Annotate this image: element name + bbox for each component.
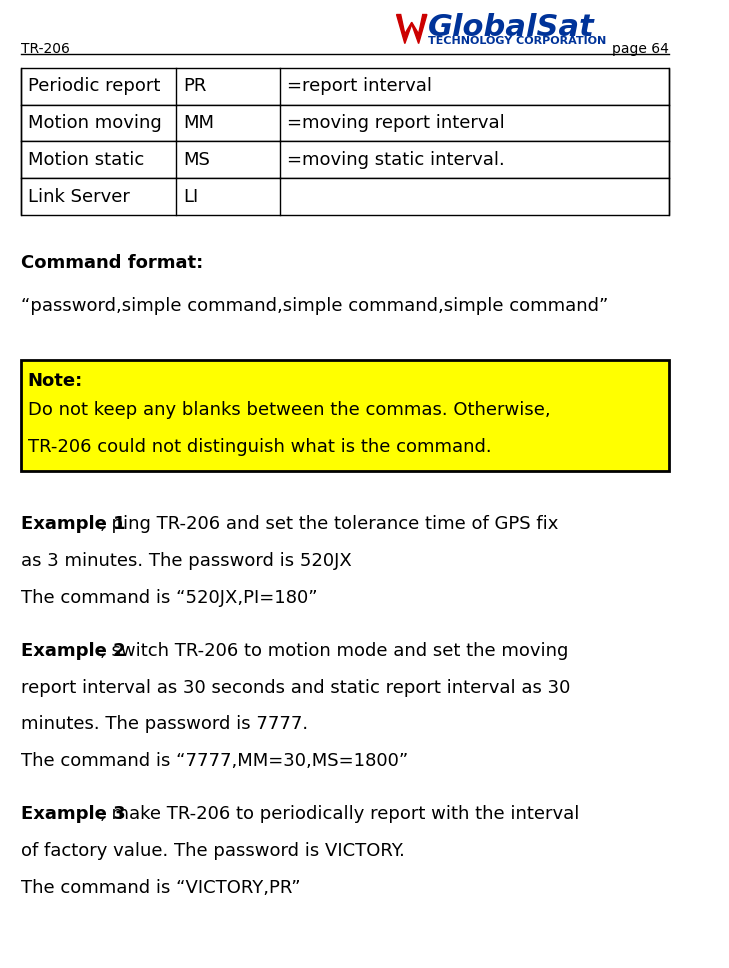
- Text: GlobalSat: GlobalSat: [428, 13, 594, 42]
- Text: The command is “7777,MM=30,MS=1800”: The command is “7777,MM=30,MS=1800”: [20, 752, 408, 771]
- Text: The command is “VICTORY,PR”: The command is “VICTORY,PR”: [20, 879, 300, 897]
- Text: =moving report interval: =moving report interval: [287, 114, 504, 132]
- Bar: [20, 141, 669, 178]
- Text: TR-206: TR-206: [20, 43, 69, 56]
- Polygon shape: [397, 15, 427, 44]
- Text: PR: PR: [183, 77, 206, 95]
- Text: MM: MM: [183, 114, 214, 132]
- Text: Motion moving: Motion moving: [28, 114, 161, 132]
- Text: report interval as 30 seconds and static report interval as 30: report interval as 30 seconds and static…: [20, 679, 570, 697]
- Text: Motion static: Motion static: [28, 151, 144, 168]
- Text: Link Server: Link Server: [28, 188, 130, 205]
- Text: TR-206 could not distinguish what is the command.: TR-206 could not distinguish what is the…: [28, 438, 491, 456]
- Text: , ping TR-206 and set the tolerance time of GPS fix: , ping TR-206 and set the tolerance time…: [100, 515, 558, 533]
- Text: MS: MS: [183, 151, 210, 168]
- Text: Periodic report: Periodic report: [28, 77, 160, 95]
- Text: Example 3: Example 3: [20, 805, 125, 824]
- Text: =report interval: =report interval: [287, 77, 432, 95]
- Text: Note:: Note:: [28, 372, 83, 390]
- Text: Example 2: Example 2: [20, 642, 125, 660]
- Text: minutes. The password is 7777.: minutes. The password is 7777.: [20, 715, 308, 734]
- Text: TECHNOLOGY CORPORATION: TECHNOLOGY CORPORATION: [428, 36, 606, 45]
- Bar: [20, 105, 669, 141]
- Text: “password,simple command,simple command,simple command”: “password,simple command,simple command,…: [20, 297, 608, 316]
- Text: Command format:: Command format:: [20, 254, 203, 272]
- Text: LI: LI: [183, 188, 198, 205]
- Text: of factory value. The password is VICTORY.: of factory value. The password is VICTOR…: [20, 842, 405, 861]
- Bar: [20, 68, 669, 105]
- Text: page 64: page 64: [612, 43, 669, 56]
- Text: =moving static interval.: =moving static interval.: [287, 151, 504, 168]
- Text: Do not keep any blanks between the commas. Otherwise,: Do not keep any blanks between the comma…: [28, 401, 550, 419]
- Bar: [20, 178, 669, 215]
- Text: The command is “520JX,PI=180”: The command is “520JX,PI=180”: [20, 589, 317, 607]
- Text: , make TR-206 to periodically report with the interval: , make TR-206 to periodically report wit…: [100, 805, 580, 824]
- Text: Example 1: Example 1: [20, 515, 125, 533]
- FancyBboxPatch shape: [20, 360, 669, 471]
- Text: as 3 minutes. The password is 520JX: as 3 minutes. The password is 520JX: [20, 552, 351, 570]
- Text: , switch TR-206 to motion mode and set the moving: , switch TR-206 to motion mode and set t…: [100, 642, 569, 660]
